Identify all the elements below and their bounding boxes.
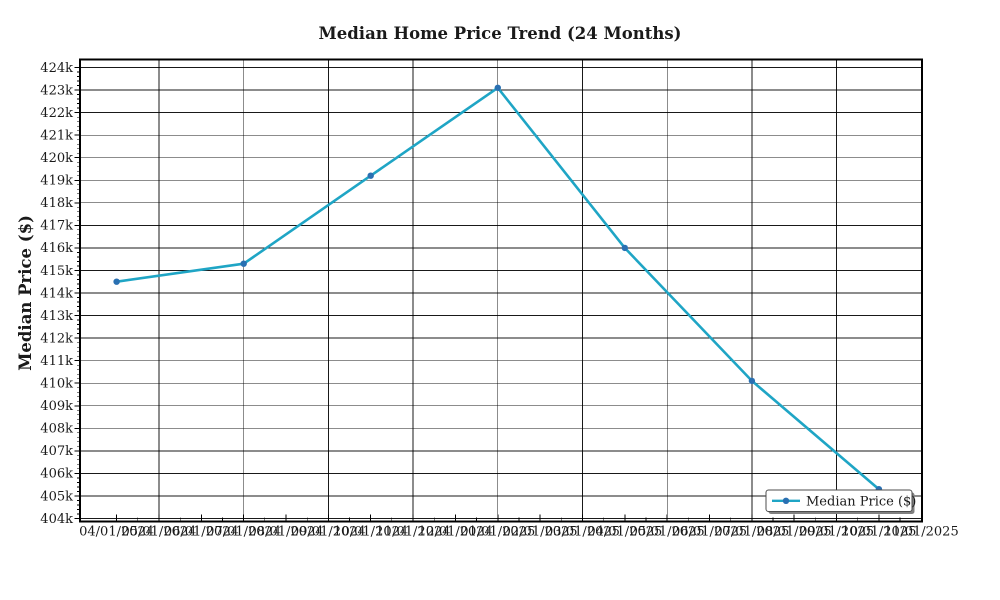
x-tick-label: 12/01/2024: [418, 525, 493, 540]
y-tick-label: 410k: [40, 377, 73, 392]
x-tick-label: 10/01/2024: [333, 525, 408, 540]
data-point-marker: [621, 244, 628, 252]
x-tick-label: 07/01/2025: [714, 525, 789, 540]
y-axis-label: Median Price ($): [16, 215, 35, 371]
x-tick-label: 05/01/2025: [630, 525, 705, 540]
y-tick-label: 414k: [40, 286, 73, 301]
y-tick-label: 408k: [40, 422, 73, 437]
x-tick-label: 11/01/2024: [376, 525, 451, 540]
x-tick-label: 04/01/2024: [79, 525, 154, 540]
data-point-marker: [367, 172, 374, 179]
x-tick-label: 03/01/2025: [545, 525, 620, 540]
x-tick-label: 04/01/2025: [587, 525, 662, 540]
legend-box: [765, 489, 913, 512]
x-tick-label: 05/01/2024: [121, 525, 196, 540]
data-point-marker: [240, 260, 247, 267]
chart-title: Median Home Price Trend (24 Months): [319, 24, 682, 43]
y-tick-label: 422k: [40, 106, 73, 121]
y-tick-label: 407k: [40, 444, 73, 459]
y-tick-label: 416k: [40, 241, 73, 256]
data-point-marker: [748, 377, 756, 385]
grid-layer: [80, 59, 922, 522]
data-point-marker: [113, 278, 120, 285]
y-tick-label: 421k: [40, 128, 73, 143]
legend-label: Median Price ($): [806, 494, 916, 509]
y-tick-label: 417k: [40, 219, 73, 234]
x-tick-label: 11/01/2025: [884, 525, 959, 540]
x-tick-label: 08/01/2025: [757, 525, 832, 540]
y-tick-label: 412k: [40, 331, 73, 346]
y-tick-label: 411k: [40, 354, 73, 369]
y-tick-label: 405k: [40, 489, 73, 504]
y-tick-label: 415k: [40, 264, 73, 279]
y-tick-label: 419k: [40, 174, 73, 189]
y-tick-label: 424k: [40, 61, 73, 76]
legend: Median Price ($): [765, 489, 916, 514]
y-tick-label: 404k: [40, 512, 73, 527]
x-tick-label: 07/01/2024: [206, 525, 281, 540]
y-tick-label: 409k: [40, 399, 73, 414]
x-tick-label: 06/01/2025: [672, 525, 747, 540]
x-tick-label: 10/01/2025: [841, 525, 916, 540]
y-tick-label: 418k: [40, 196, 73, 211]
x-tick-label: 01/01/2025: [460, 525, 535, 540]
x-tick-label: 02/01/2025: [503, 525, 578, 540]
x-tick-label: 09/01/2025: [799, 525, 874, 540]
y-tick-label: 420k: [40, 151, 73, 166]
x-tick-label: 08/01/2024: [249, 525, 324, 540]
legend-sample-marker: [782, 497, 790, 504]
y-tick-label: 423k: [40, 83, 73, 98]
x-tick-label: 06/01/2024: [164, 525, 239, 540]
y-tick-label: 413k: [40, 309, 73, 324]
y-tick-label: 406k: [40, 467, 73, 482]
x-tick-label: 09/01/2024: [291, 525, 366, 540]
plot-border: [79, 58, 923, 523]
data-point-marker: [494, 84, 501, 92]
tick-layer: [74, 67, 922, 522]
tick-label-layer: 404k 405k 406k 407k 408k 409k 410k 411k 412k 413k…: [40, 61, 958, 540]
